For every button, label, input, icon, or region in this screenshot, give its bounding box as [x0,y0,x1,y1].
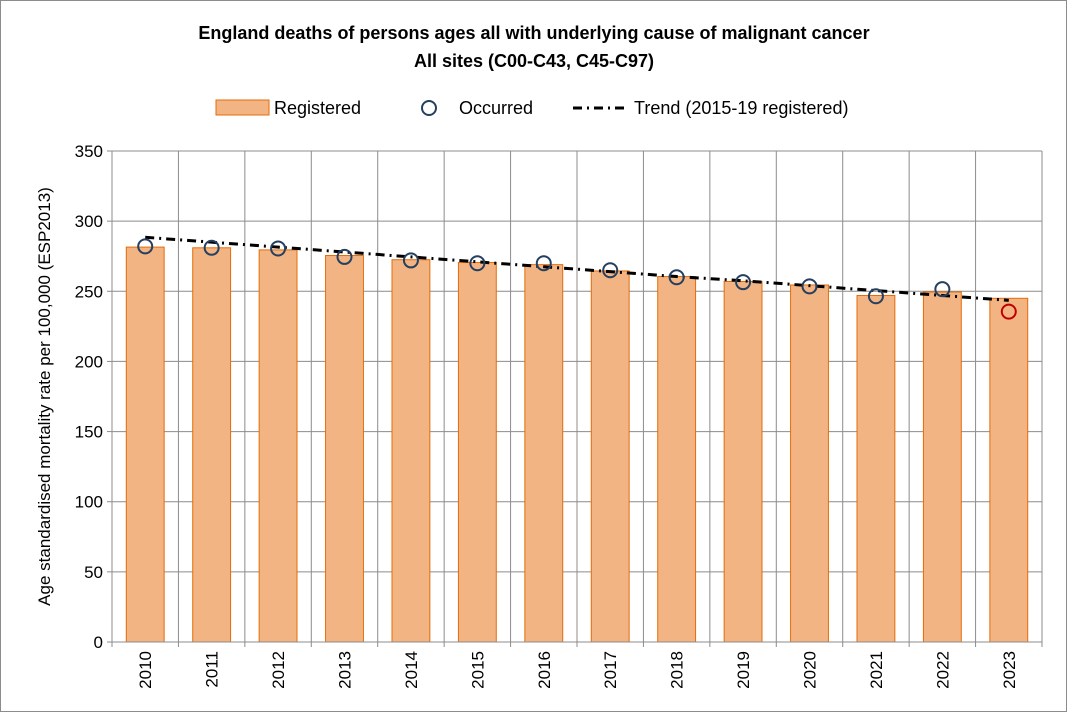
bar-2015 [457,262,497,643]
occurred-marker-2010 [137,238,154,255]
bar-2013 [325,255,364,643]
markers [137,238,1017,320]
occurred-marker-2023 [1000,303,1017,320]
occurred-marker-2013 [336,248,353,265]
x-tick-label-2019: 2019 [734,651,753,689]
x-tick-label-2023: 2023 [1000,651,1019,689]
bar-2022 [922,291,962,643]
y-tick-label-350: 350 [75,142,103,161]
y-tick-label-150: 150 [75,423,103,442]
occurred-marker-2016 [535,255,552,272]
x-tick-label-2011: 2011 [203,651,222,688]
chart-subtitle: All sites (C00-C43, C45-C97) [414,51,654,71]
occurred-marker-2014 [402,252,419,269]
legend: Registered Occurred Trend (2015-19 regis… [215,98,848,118]
x-tick-label-2021: 2021 [867,651,886,689]
y-tick-label-200: 200 [75,352,103,371]
y-axis-label: Age standardised mortality rate per 100,… [35,187,54,606]
x-tick-label-2016: 2016 [535,651,554,689]
grid [111,150,1043,643]
legend-occurred-label: Occurred [459,98,533,118]
x-tick-label-2014: 2014 [402,651,421,689]
occurred-marker-2019 [735,274,752,291]
x-tick-label-2013: 2013 [336,651,355,689]
occurred-marker-2017 [602,262,619,279]
x-tick-label-2010: 2010 [136,651,155,689]
bar-2017 [590,270,630,643]
x-tick-label-2015: 2015 [468,651,487,689]
axes [107,150,1043,647]
bar-2016 [524,264,564,643]
x-tick-label-2017: 2017 [601,651,620,689]
occurred-marker-2021 [867,288,884,305]
bar-2019 [723,280,763,643]
occurred-marker-2011 [203,239,220,256]
y-tick-labels: 0 50 100 150 200 250 300 350 [75,142,103,652]
occurred-marker-2015 [469,255,486,272]
legend-trend-label: Trend (2015-19 registered) [634,98,848,118]
trend-polyline [145,235,1009,302]
bar-2021 [856,294,896,643]
legend-occurred-swatch [421,100,437,116]
occurred-marker-2022 [934,281,951,298]
bar-2014 [391,259,431,643]
x-tick-label-2018: 2018 [668,651,687,689]
y-tick-label-250: 250 [75,282,103,301]
bar-2020 [790,284,829,643]
occurred-marker-2018 [668,269,685,286]
y-tick-label-0: 0 [94,633,103,652]
bar-2011 [192,247,232,643]
trend-line [145,235,1009,302]
x-tick-label-2012: 2012 [269,651,288,689]
chart-title: England deaths of persons ages all with … [198,23,869,43]
legend-registered-label: Registered [274,98,361,118]
x-tick-label-2022: 2022 [933,651,952,689]
y-tick-label-100: 100 [75,493,103,512]
occurred-marker-2020 [801,278,818,295]
occurred-marker-2012 [270,240,287,257]
bar-2012 [258,249,298,643]
bar-2010 [125,246,165,643]
bar-2023 [989,297,1029,643]
bar-2018 [657,276,697,643]
y-tick-label-300: 300 [75,212,103,231]
y-tick-label-50: 50 [84,563,103,582]
bars [125,246,1029,643]
x-tick-labels: 2010 2011 2012 2013 2014 2015 2016 2017 2018 2019… [136,651,1019,689]
x-tick-label-2020: 2020 [801,651,820,689]
legend-registered-swatch [215,99,270,116]
